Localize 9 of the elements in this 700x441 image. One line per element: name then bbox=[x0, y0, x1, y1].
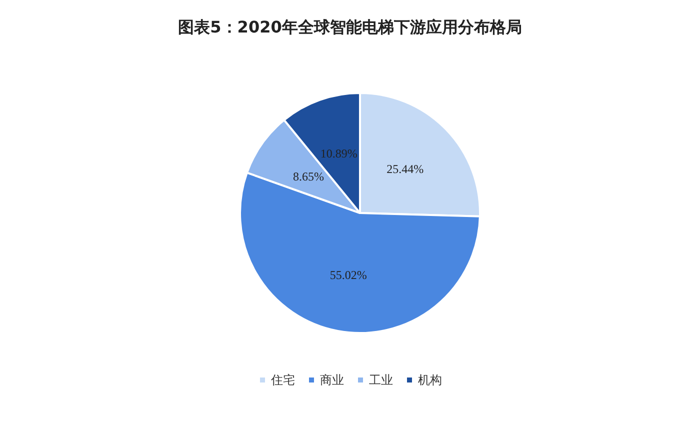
legend-label: 机构 bbox=[418, 373, 442, 387]
legend-label: 住宅 bbox=[270, 373, 295, 387]
legend-label: 商业 bbox=[320, 373, 344, 387]
data-label: 55.02% bbox=[330, 268, 367, 282]
data-label: 10.89% bbox=[320, 146, 358, 161]
chart-title: 图表5：2020年全球智能电梯下游应用分布格局 bbox=[178, 18, 522, 36]
data-label: 25.44% bbox=[386, 162, 424, 176]
legend-label: 工业 bbox=[369, 373, 393, 387]
data-label: 8.65% bbox=[293, 170, 324, 184]
